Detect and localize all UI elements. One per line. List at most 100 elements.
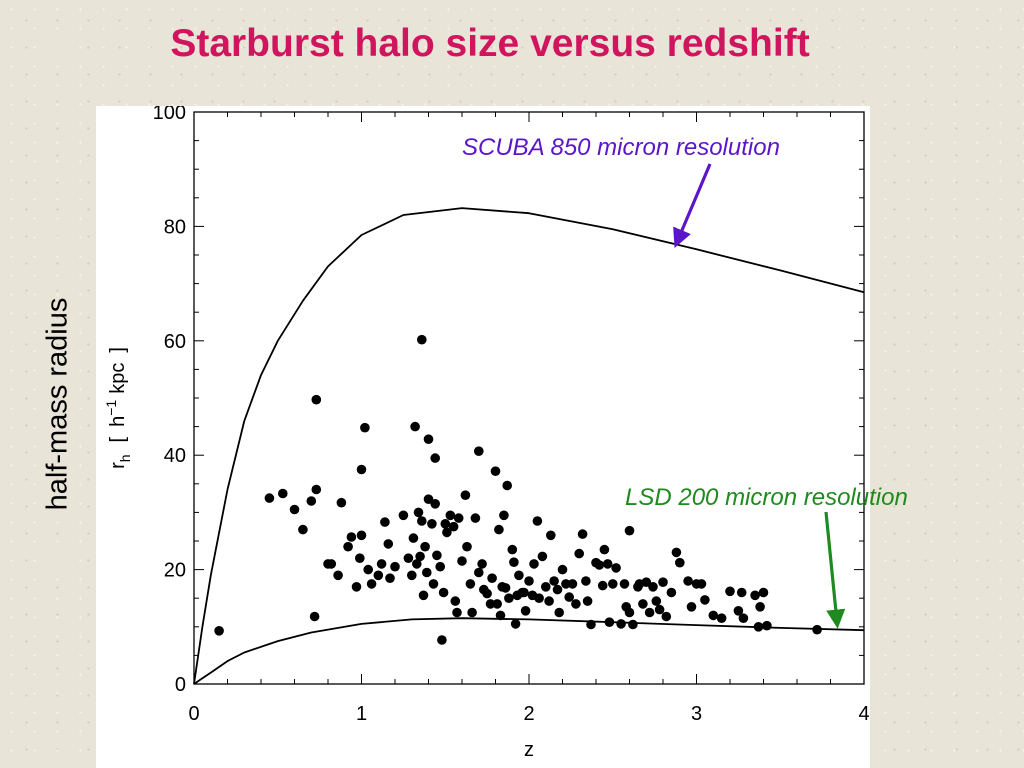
- data-point: [577, 529, 588, 539]
- data-point: [648, 582, 658, 592]
- data-point: [611, 563, 621, 573]
- data-point: [376, 559, 387, 569]
- x-tick-label: 0: [188, 703, 199, 725]
- slide-title: Starburst halo size versus redshift: [170, 22, 810, 65]
- ylabel-bracket-open: [: [107, 436, 129, 442]
- data-point: [532, 516, 543, 526]
- data-point: [346, 532, 357, 542]
- data-point: [561, 579, 571, 589]
- data-point: [403, 553, 414, 563]
- data-point: [499, 510, 509, 521]
- data-point: [448, 521, 459, 532]
- data-point: [599, 544, 610, 555]
- data-point: [311, 484, 322, 495]
- data-point: [264, 493, 275, 503]
- lsd-resolution-curve: [193, 617, 865, 685]
- data-point: [552, 584, 563, 595]
- data-point: [683, 576, 693, 586]
- ylabel-unit-h: h: [107, 416, 129, 427]
- data-point: [686, 602, 697, 612]
- data-point: [509, 557, 519, 567]
- data-point: [333, 570, 343, 581]
- data-point: [398, 510, 409, 521]
- data-point: [356, 464, 367, 475]
- data-point: [582, 596, 593, 606]
- data-point: [430, 499, 441, 509]
- data-point: [474, 446, 484, 457]
- ylabel-exp: −1: [103, 400, 119, 416]
- data-point: [470, 513, 481, 523]
- y-tick-label: 0: [175, 674, 186, 696]
- ylabel-bracket-close: ]: [107, 347, 129, 353]
- data-point: [755, 602, 765, 612]
- data-point: [604, 617, 615, 627]
- y-tick-label: 60: [164, 331, 186, 353]
- data-point: [453, 513, 464, 523]
- data-point: [733, 606, 744, 616]
- data-point: [534, 593, 544, 603]
- data-point: [616, 619, 626, 629]
- data-point: [753, 622, 764, 632]
- data-point: [477, 559, 487, 569]
- data-point: [554, 607, 564, 618]
- data-point: [675, 557, 685, 568]
- data-point: [366, 579, 377, 589]
- data-point: [758, 587, 769, 598]
- data-point: [420, 541, 430, 552]
- data-point: [467, 607, 477, 618]
- ylabel-sub: h: [117, 454, 133, 462]
- x-tick-label: 1: [356, 703, 367, 725]
- data-point: [298, 524, 308, 535]
- chart-panel: 0 1 2 3 4 0 20 40 60 80 100 z rh[h−1kpc]: [96, 106, 870, 768]
- data-point: [571, 599, 581, 609]
- side-axis-label: half-mass radius: [41, 297, 74, 511]
- data-point: [529, 559, 539, 569]
- data-point: [417, 334, 427, 345]
- data-point: [412, 559, 422, 569]
- data-point: [380, 517, 390, 527]
- ylabel-unit-kpc: kpc: [107, 363, 129, 394]
- data-point: [524, 576, 534, 586]
- data-point: [343, 541, 353, 552]
- data-point: [495, 610, 506, 621]
- y-tick-label: 80: [164, 216, 186, 238]
- data-point: [519, 587, 529, 598]
- data-point: [450, 596, 461, 606]
- data-point: [415, 551, 425, 562]
- data-point: [500, 583, 511, 593]
- data-point: [460, 490, 471, 501]
- data-point: [738, 613, 749, 623]
- data-point: [445, 510, 456, 521]
- data-point: [574, 548, 584, 559]
- plot-frame: [193, 111, 865, 685]
- data-point: [482, 588, 492, 599]
- data-point: [418, 590, 429, 601]
- data-point: [549, 576, 559, 586]
- data-point: [492, 599, 503, 609]
- data-point: [504, 593, 514, 603]
- data-point: [422, 567, 432, 578]
- data-point: [502, 480, 512, 491]
- y-tick-label: 100: [153, 106, 186, 124]
- x-tick-label: 2: [523, 703, 534, 725]
- y-tick-label: 20: [164, 560, 186, 582]
- data-point: [423, 494, 434, 505]
- data-point: [586, 619, 596, 630]
- data-point: [326, 559, 337, 569]
- data-point: [427, 519, 437, 529]
- y-axis-label: rh[h−1kpc]: [103, 347, 133, 469]
- data-point: [628, 619, 638, 630]
- data-point: [661, 611, 672, 622]
- data-point: [336, 497, 347, 508]
- data-point: [654, 604, 665, 615]
- data-point: [520, 606, 531, 616]
- data-point: [624, 525, 635, 536]
- data-point: [624, 607, 635, 618]
- data-point: [619, 579, 630, 589]
- data-point: [383, 539, 394, 549]
- data-point: [355, 553, 365, 563]
- data-point: [417, 516, 427, 526]
- data-point: [413, 507, 424, 518]
- data-point: [736, 587, 747, 598]
